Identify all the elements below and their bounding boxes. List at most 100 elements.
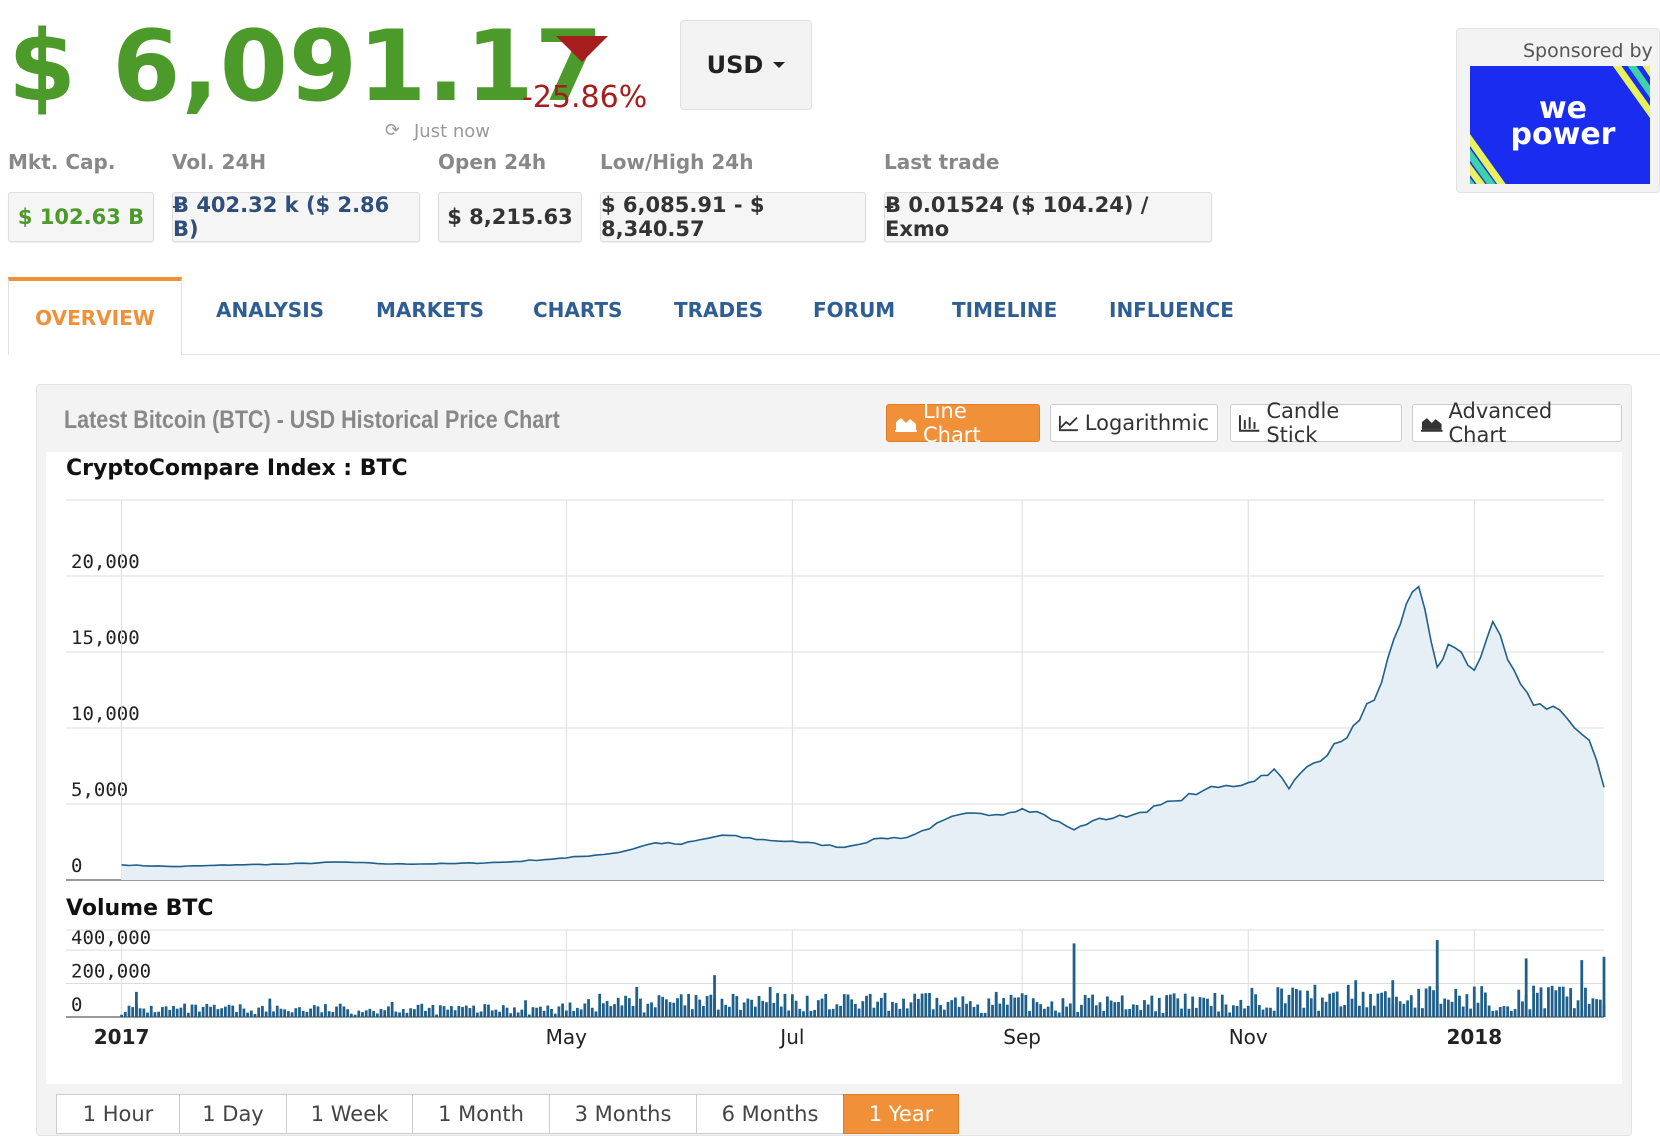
range-1-year[interactable]: 1 Year	[843, 1094, 959, 1134]
logarithmic-button[interactable]: Logarithmic	[1050, 404, 1218, 442]
range-1-week[interactable]: 1 Week	[286, 1094, 413, 1134]
volume-bar	[1598, 999, 1602, 1017]
tab-influence[interactable]: INFLUENCE	[1109, 298, 1234, 322]
volume-bar	[850, 999, 854, 1017]
volume-bar	[1120, 995, 1124, 1017]
volume-bar	[1339, 1006, 1343, 1017]
volume-bar	[1443, 998, 1447, 1017]
chevron-down-icon	[773, 62, 786, 68]
volume-bar	[750, 999, 754, 1017]
volume-bar	[909, 1002, 913, 1017]
volume-bar	[724, 1004, 728, 1017]
volume-bar	[409, 1008, 413, 1017]
volume-bar	[776, 993, 779, 1017]
volume-bar	[1424, 988, 1428, 1017]
volume-bar	[1565, 996, 1569, 1017]
volume-bar	[516, 1012, 520, 1017]
price-change-percent: -25.86%	[522, 80, 648, 115]
range-1-month[interactable]: 1 Month	[412, 1094, 550, 1134]
volume-bar	[879, 997, 883, 1017]
volume-bar	[876, 1001, 880, 1017]
volume-bar	[157, 1011, 161, 1017]
volume-bar	[824, 994, 828, 1017]
volume-bar	[972, 1006, 976, 1017]
volume-bar	[842, 994, 846, 1017]
volume-bar	[805, 995, 809, 1017]
volume-bar	[153, 1012, 157, 1017]
tab-trades[interactable]: TRADES	[674, 298, 764, 322]
volume-bar	[1409, 995, 1413, 1017]
tab-timeline[interactable]: TIMELINE	[952, 298, 1058, 322]
volume-bar	[739, 1009, 742, 1017]
volume-bar	[1020, 993, 1024, 1017]
price-chart-title: CryptoCompare Index : BTC	[66, 456, 408, 481]
volume-bar	[1143, 1000, 1146, 1017]
volume-bar	[1065, 1006, 1069, 1017]
volume-bar	[398, 1012, 401, 1017]
volume-bar	[160, 1007, 164, 1017]
volume-bar	[1391, 980, 1395, 1017]
tab-overview[interactable]: OVERVIEW	[8, 277, 182, 355]
volume-bar	[472, 1005, 476, 1017]
range-3-months[interactable]: 3 Months	[549, 1094, 697, 1134]
candle-stick-button[interactable]: Candle Stick	[1230, 399, 1402, 447]
volume-bar	[446, 1009, 450, 1017]
currency-label: USD	[706, 51, 764, 79]
volume-bar	[865, 995, 868, 1017]
range-6-months[interactable]: 6 Months	[696, 1094, 844, 1134]
volume-bar	[198, 1011, 201, 1017]
volume-bar	[513, 1007, 516, 1017]
volume-bar	[438, 1005, 442, 1017]
volume-bar	[1139, 1010, 1143, 1017]
volume-bar	[1220, 994, 1224, 1017]
volume-bar	[1024, 994, 1028, 1017]
volume-bar	[779, 1006, 783, 1017]
volume-bar	[1524, 958, 1528, 1017]
volume-bar	[272, 1011, 275, 1017]
sponsor-logo-text: we power	[1510, 91, 1616, 152]
volume-bar	[535, 1007, 539, 1017]
tab-charts[interactable]: CHARTS	[533, 298, 623, 322]
tab-forum[interactable]: FORUM	[813, 298, 896, 322]
volume-bar	[1502, 1006, 1506, 1017]
trend-line-icon	[1059, 415, 1078, 432]
volume-bar	[690, 1009, 694, 1017]
volume-bar	[1191, 996, 1195, 1017]
sponsor-logo[interactable]: we power	[1470, 66, 1650, 184]
volume-bar	[1365, 1007, 1369, 1017]
currency-selector[interactable]: USD	[680, 20, 812, 110]
volume-bar	[412, 1009, 416, 1017]
range-1-hour[interactable]: 1 Hour	[56, 1094, 180, 1134]
volume-bar	[1328, 993, 1332, 1017]
tab-analysis[interactable]: ANALYSIS	[216, 298, 325, 322]
volume-bar	[1569, 988, 1573, 1017]
volume-bar	[1050, 1001, 1054, 1017]
volume-bar	[401, 1009, 405, 1017]
stat-label-volume-24h: Vol. 24H	[172, 150, 267, 174]
volume-bar	[275, 1005, 279, 1017]
volume-bar	[335, 1006, 338, 1017]
volume-bar	[868, 993, 872, 1017]
volume-bar	[1113, 1002, 1117, 1017]
volume-bar	[1213, 993, 1217, 1017]
advanced-chart-button[interactable]: Advanced Chart	[1412, 399, 1622, 447]
tab-markets[interactable]: MARKETS	[376, 298, 484, 322]
volume-bar	[220, 1008, 224, 1017]
range-1-day[interactable]: 1 Day	[179, 1094, 287, 1134]
volume-y-tick-label: 0	[71, 994, 82, 1016]
volume-bar	[1150, 995, 1154, 1017]
volume-bar	[1580, 960, 1584, 1017]
volume-bar	[331, 1012, 335, 1017]
volume-bar	[464, 1005, 468, 1017]
volume-bar	[991, 1004, 994, 1017]
volume-bar	[1550, 985, 1554, 1017]
volume-bar	[957, 1006, 961, 1017]
volume-bar	[1535, 992, 1539, 1017]
line-chart-button[interactable]: Line Chart	[886, 399, 1040, 447]
refresh-icon[interactable]: ⟳	[385, 120, 401, 141]
volume-bar	[698, 999, 702, 1017]
price-volume-chart[interactable]: CryptoCompare Index : BTC Volume BTC 0 5,00…	[46, 452, 1622, 1084]
volume-bar	[568, 1002, 572, 1017]
volume-bar	[1395, 996, 1398, 1017]
volume-bar	[505, 1007, 509, 1017]
